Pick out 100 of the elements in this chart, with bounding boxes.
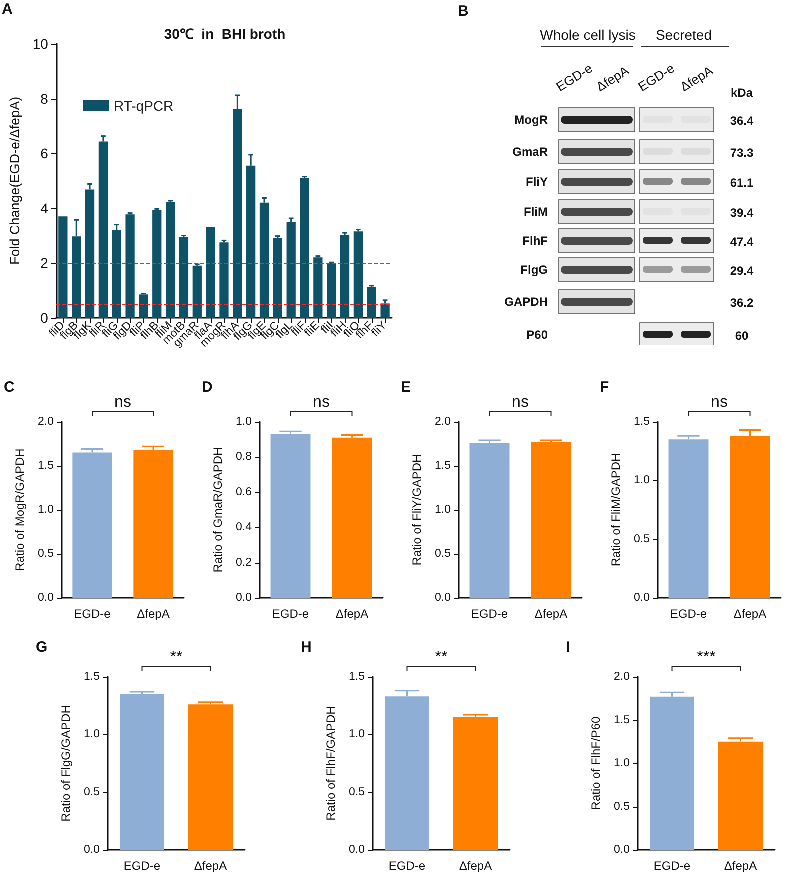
y-tick-label: 0.0 — [236, 592, 252, 604]
y-tick-label: 4 — [40, 200, 49, 216]
x-tick-label: EGD-e — [272, 607, 310, 621]
bar — [314, 258, 323, 318]
y-tick-label: 1.5 — [634, 416, 650, 428]
y-tick-label: 0.0 — [38, 592, 54, 604]
bar — [58, 216, 68, 318]
y-tick-label: 1.0 — [435, 504, 451, 516]
text: FlgG — [520, 263, 548, 277]
y-tick-label: 2.0 — [38, 416, 54, 428]
y-tick-label: 10 — [32, 36, 49, 52]
text: kDa — [730, 86, 754, 100]
y-tick-label: 0.0 — [435, 592, 451, 604]
bar — [220, 242, 229, 318]
y-tick-label: 2.0 — [614, 671, 630, 683]
text: G — [36, 639, 48, 656]
y-tick-label: 1.5 — [84, 671, 100, 683]
y-tick-label: 0.5 — [634, 533, 650, 546]
y-tick-label: 1.5 — [614, 714, 630, 726]
y-tick-label: 0.0 — [84, 844, 100, 856]
x-tick-label: ΔfepA — [137, 607, 170, 621]
y-tick-label: 2 — [40, 255, 49, 272]
y-tick-label: 2.0 — [435, 416, 451, 428]
text: *** — [697, 649, 716, 666]
bar — [152, 210, 162, 318]
y-tick-label: 1.5 — [435, 460, 451, 472]
y-axis-title: Fold Change(EGD-e/ΔfepA) — [8, 96, 22, 266]
y-tick-label: 0.0 — [614, 844, 630, 856]
text: C — [4, 379, 15, 396]
text: F — [600, 379, 610, 396]
bar — [273, 238, 282, 318]
text: GAPDH — [504, 295, 548, 309]
y-tick-label: 1.5 — [349, 671, 365, 683]
text: 61.1 — [730, 176, 754, 190]
x-tick-label: EGD-e — [471, 607, 508, 621]
text: 36.2 — [730, 296, 754, 310]
text: D — [202, 379, 213, 396]
x-tick-label: EGD-e — [670, 607, 708, 621]
y-tick-label: 1.0 — [349, 728, 365, 741]
legend-label: RT-qPCR — [114, 98, 174, 114]
text: ns — [711, 394, 728, 411]
y-tick-label: 1.0 — [634, 474, 650, 487]
text: ns — [114, 394, 132, 411]
text: FlhF — [522, 234, 548, 248]
x-tick-label: ΔfepA — [336, 607, 369, 621]
bar — [354, 232, 364, 318]
y-tick-label: 0 — [40, 310, 49, 326]
text: 47.4 — [730, 235, 754, 249]
text: H — [301, 639, 312, 656]
x-tick-label: ΔfepA — [534, 607, 568, 621]
x-tick-label: EGD-e — [124, 859, 161, 873]
y-tick-label: 0.0 — [634, 592, 650, 604]
text: A — [2, 1, 13, 18]
bar — [179, 237, 189, 318]
y-tick-label: 6 — [40, 146, 49, 162]
y-tick-label: 1.0 — [236, 416, 252, 428]
y-tick-label: 8 — [40, 90, 49, 107]
text: 29.4 — [730, 264, 754, 278]
bar — [192, 266, 202, 318]
x-tick-label: EGD-e — [74, 607, 112, 621]
y-axis-title: Ratio of GmaR/GAPDH — [211, 447, 225, 573]
text: GmaR — [512, 145, 548, 159]
text: Secreted — [656, 27, 712, 43]
bar — [286, 222, 296, 318]
bar — [340, 235, 350, 318]
bar — [206, 228, 216, 318]
y-tick-label: 0.5 — [84, 786, 100, 798]
y-tick-label: 0.5 — [435, 548, 451, 560]
bar — [139, 294, 148, 318]
y-tick-label: 0.4 — [236, 522, 253, 534]
text: Whole cell lysis — [540, 27, 636, 43]
y-tick-label: 0.5 — [349, 786, 365, 798]
text: ** — [435, 649, 448, 666]
text: 73.3 — [730, 146, 754, 160]
text: 39.4 — [730, 206, 754, 220]
y-tick-label: 0.6 — [236, 486, 252, 498]
text: P60 — [526, 328, 548, 342]
y-axis-title: Ratio of FlgG/GAPDH — [59, 705, 73, 822]
y-tick-label: 1.0 — [84, 728, 100, 741]
x-tick-label: EGD-e — [654, 859, 691, 873]
text: E — [401, 379, 412, 396]
text: 36.4 — [730, 114, 754, 128]
x-tick-label: ΔfepA — [459, 859, 492, 873]
y-tick-label: 0.2 — [236, 556, 252, 569]
y-tick-label: 0.5 — [38, 548, 54, 560]
y-tick-label: 0.0 — [349, 844, 365, 856]
y-axis-title: Ratio of FliM/GAPDH — [609, 453, 623, 567]
x-tick-label: ΔfepA — [194, 859, 228, 873]
y-tick-label: 0.8 — [236, 451, 252, 464]
text: MogR — [514, 113, 548, 127]
y-axis-title: Ratio of FliY/GAPDH — [410, 454, 424, 566]
bar — [300, 178, 310, 318]
bar — [260, 202, 270, 318]
text: ** — [170, 649, 183, 666]
text: ns — [313, 394, 330, 411]
y-axis-title: Ratio of MogR/GAPDH — [13, 448, 27, 572]
text: FliM — [524, 205, 548, 219]
x-tick-label: ΔfepA — [724, 859, 758, 873]
y-tick-label: 0.5 — [614, 800, 630, 813]
text: ns — [512, 394, 529, 411]
